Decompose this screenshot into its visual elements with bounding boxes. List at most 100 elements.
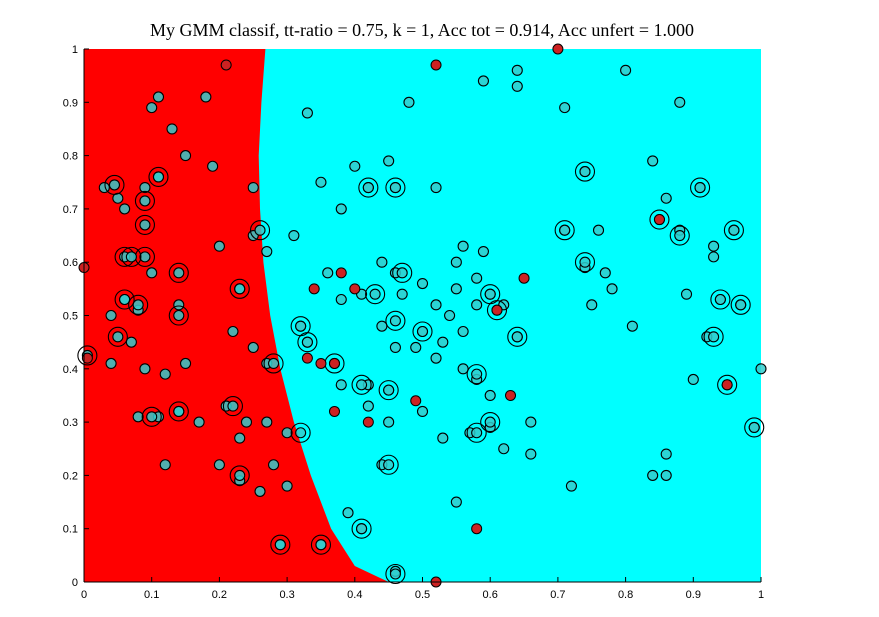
- data-point-open: [437, 336, 449, 348]
- data-point-ring: [229, 465, 250, 486]
- ring-outer: [358, 177, 379, 198]
- data-point-open: [139, 182, 151, 194]
- data-point-open: [708, 240, 720, 252]
- data-point-open: [105, 309, 117, 322]
- data-point-open: [450, 256, 462, 268]
- ring-inner: [383, 384, 395, 396]
- data-point-open: [362, 400, 374, 412]
- data-point-ring: [385, 310, 406, 331]
- data-point-open: [430, 182, 442, 194]
- ring-inner: [173, 309, 185, 322]
- x-tick-label: 0.7: [550, 589, 565, 601]
- ring-outer: [168, 262, 189, 283]
- data-point-open: [660, 469, 672, 481]
- ring-inner: [356, 523, 368, 535]
- y-tick-label: 0.9: [63, 97, 78, 109]
- data-point-red: [362, 416, 374, 428]
- ring-inner: [125, 251, 137, 263]
- ring-inner: [748, 421, 760, 433]
- data-point-open: [193, 416, 205, 428]
- ring-outer: [385, 310, 406, 331]
- data-point-open: [403, 96, 415, 108]
- data-point-open: [457, 325, 469, 338]
- data-point-ring: [121, 246, 142, 267]
- data-point-open: [268, 459, 280, 471]
- y-tick-label: 0.3: [63, 417, 78, 429]
- data-point-red: [328, 405, 340, 417]
- data-point-open: [660, 192, 672, 204]
- data-point-open: [247, 182, 259, 194]
- data-point-open: [349, 160, 361, 172]
- ring-inner: [383, 459, 395, 471]
- data-point-open: [376, 256, 388, 268]
- ring-outer: [574, 252, 596, 273]
- ring-outer: [270, 534, 291, 555]
- data-point-open: [471, 299, 483, 311]
- y-tick-label: 0.8: [63, 151, 78, 163]
- ring-inner: [416, 325, 429, 338]
- ring-inner: [254, 224, 266, 236]
- data-point-open: [511, 80, 523, 92]
- x-tick-label: 1: [758, 589, 764, 601]
- data-point-open: [227, 325, 239, 338]
- data-point-open: [180, 150, 192, 162]
- data-point-ring: [168, 401, 189, 422]
- data-point-red: [505, 389, 517, 401]
- data-point-open: [200, 91, 212, 103]
- data-point-open: [525, 416, 537, 428]
- y-tick-label: 0.7: [63, 204, 78, 216]
- chart-title: My GMM classif, tt-ratio = 0.75, k = 1, …: [150, 20, 694, 40]
- ring-outer: [717, 374, 738, 395]
- ring-inner: [119, 293, 131, 306]
- data-point-open: [457, 363, 469, 375]
- data-point-open: [105, 357, 117, 370]
- data-point-open: [240, 416, 253, 428]
- ring-outer: [121, 246, 142, 267]
- data-point-open: [457, 240, 469, 252]
- plot-area: [77, 43, 767, 588]
- data-point-ring: [507, 326, 528, 347]
- y-tick-label: 0.5: [63, 311, 78, 323]
- data-point-ring: [134, 214, 155, 235]
- data-point-open: [477, 75, 489, 87]
- data-point-ring: [385, 563, 406, 585]
- data-point-ring: [168, 305, 189, 326]
- ring-inner: [484, 288, 496, 300]
- data-point-open: [592, 224, 605, 236]
- ring-inner: [714, 293, 726, 306]
- data-point-ring: [723, 220, 744, 241]
- data-point-open: [254, 485, 266, 497]
- data-point-open: [335, 203, 347, 215]
- ring-outer: [148, 166, 169, 187]
- ring-inner: [315, 539, 327, 551]
- ring-outer: [378, 380, 399, 401]
- ring-inner: [694, 182, 706, 194]
- ring-inner: [132, 299, 144, 311]
- data-point-open: [288, 230, 300, 242]
- ring-outer: [77, 345, 98, 366]
- data-point-ring: [263, 353, 284, 374]
- ring-outer: [385, 177, 406, 198]
- ring-inner: [301, 336, 313, 348]
- ring-inner: [274, 539, 286, 551]
- data-point-open: [586, 299, 598, 311]
- data-point-ring: [480, 412, 501, 433]
- data-point-ring: [703, 326, 724, 347]
- x-tick-label: 0.2: [212, 589, 227, 601]
- data-point-open: [484, 389, 496, 402]
- x-tick-label: 0.3: [279, 589, 294, 601]
- data-point-ring: [222, 396, 243, 417]
- ring-inner: [234, 469, 246, 481]
- data-point-ring: [310, 534, 332, 555]
- ring-inner: [471, 427, 483, 439]
- ring-outer: [385, 563, 406, 585]
- data-point-open: [498, 443, 510, 455]
- ring-inner: [389, 182, 401, 194]
- data-point-ring: [710, 289, 731, 310]
- data-point-red: [653, 214, 665, 226]
- data-point-ring: [392, 262, 413, 283]
- x-tick-label: 0.9: [686, 589, 701, 601]
- ring-outer: [466, 422, 487, 443]
- data-point-open: [180, 357, 192, 370]
- ring-inner: [559, 224, 571, 236]
